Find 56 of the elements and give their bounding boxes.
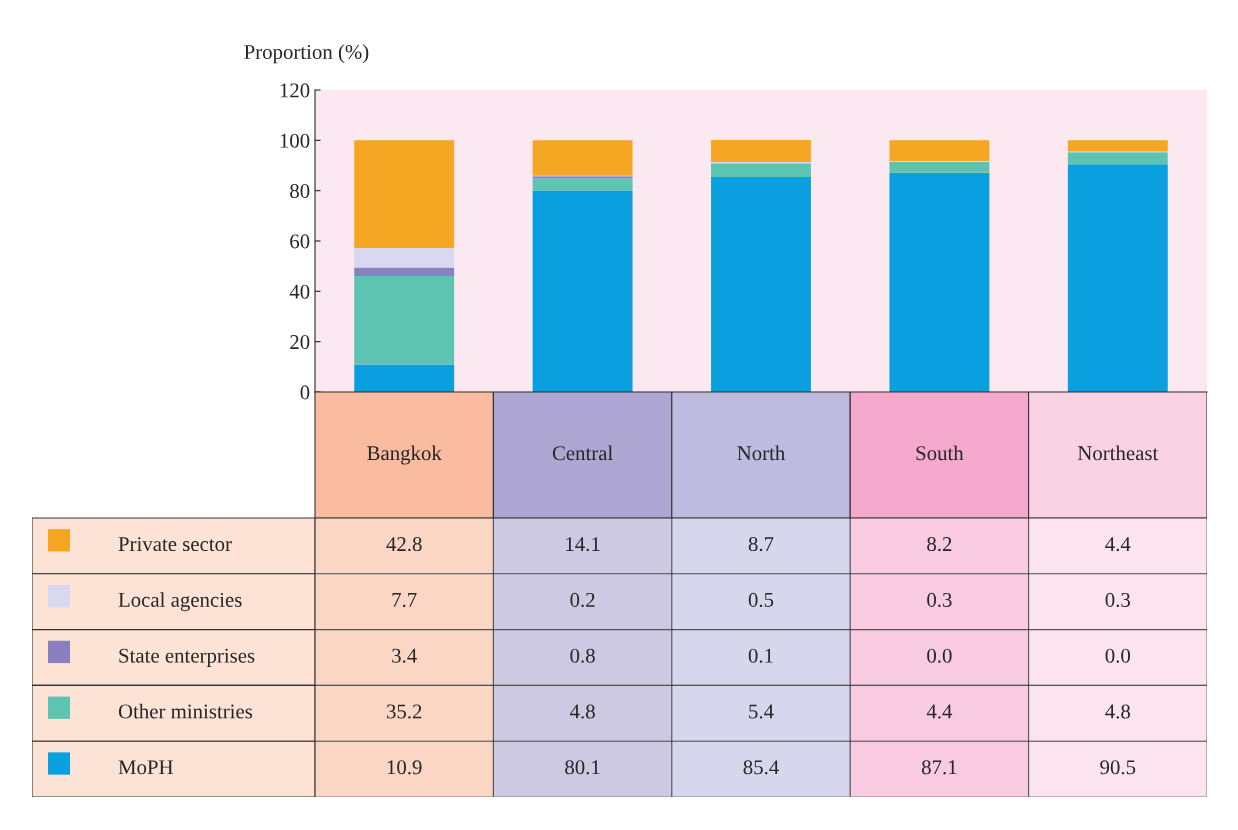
data-label: 3.4 — [392, 648, 417, 663]
data-label: 4.4 — [926, 704, 953, 719]
data-label: 4.4 — [1105, 537, 1131, 552]
data-label: 42.8 — [386, 537, 422, 552]
data-label: 85.4 — [743, 760, 779, 775]
x-tick-label: North — [737, 445, 786, 461]
bar — [354, 267, 455, 276]
data-label: 14.1 — [566, 537, 600, 552]
y-tick-label: 20 — [290, 335, 310, 350]
bar — [889, 140, 990, 161]
legend-label: MoPH — [118, 760, 173, 775]
data-label: 90.5 — [1100, 760, 1136, 775]
bar — [1067, 140, 1168, 152]
bar — [1067, 152, 1168, 165]
x-tick-label: Bangkok — [367, 445, 442, 465]
data-label: 7.7 — [392, 593, 417, 608]
y-tick-label: 100 — [280, 133, 310, 148]
bar — [354, 248, 455, 268]
bar — [354, 275, 455, 365]
legend-label: State enterprises — [119, 648, 255, 667]
bar — [532, 178, 633, 191]
data-label: 87.1 — [921, 760, 957, 775]
data-label: 8.7 — [748, 537, 774, 552]
data-label: 4.8 — [569, 704, 595, 719]
data-label: 0.2 — [570, 592, 595, 608]
data-label: 0.5 — [748, 592, 774, 608]
bar — [711, 140, 811, 162]
x-tick-label: South — [916, 445, 964, 461]
y-axis-title: Proportion (%) — [244, 44, 369, 64]
data-label: 80.1 — [565, 760, 600, 775]
data-label: 8.2 — [927, 537, 952, 552]
data-label: 5.4 — [749, 704, 774, 719]
data-label: 0.3 — [1105, 592, 1131, 608]
data-label: 0.1 — [748, 648, 773, 663]
data-label: 4.8 — [1105, 704, 1131, 719]
data-label: 0.8 — [570, 648, 595, 663]
data-label: 0.0 — [927, 648, 952, 663]
legend-label: Private sector — [118, 537, 232, 552]
x-tick-label: Central — [552, 445, 613, 461]
data-label: 10.9 — [387, 760, 422, 775]
legend-label: Local agencies — [118, 592, 242, 612]
bar — [354, 140, 455, 249]
legend-label: Other ministries — [118, 703, 253, 719]
x-tick-label: Northeast — [1077, 445, 1159, 461]
y-tick-label: 120 — [280, 83, 310, 98]
y-tick-label: 40 — [289, 284, 310, 299]
y-tick-label: 80 — [290, 184, 310, 199]
data-label: 35.2 — [386, 704, 422, 719]
bar — [711, 163, 811, 178]
bar — [889, 161, 990, 173]
y-tick-label: 0 — [300, 385, 310, 400]
data-label: 0.3 — [927, 592, 952, 608]
bar — [532, 140, 633, 176]
data-label: 0.0 — [1105, 648, 1131, 663]
bar — [354, 364, 455, 392]
y-tick-label: 60 — [290, 234, 310, 249]
